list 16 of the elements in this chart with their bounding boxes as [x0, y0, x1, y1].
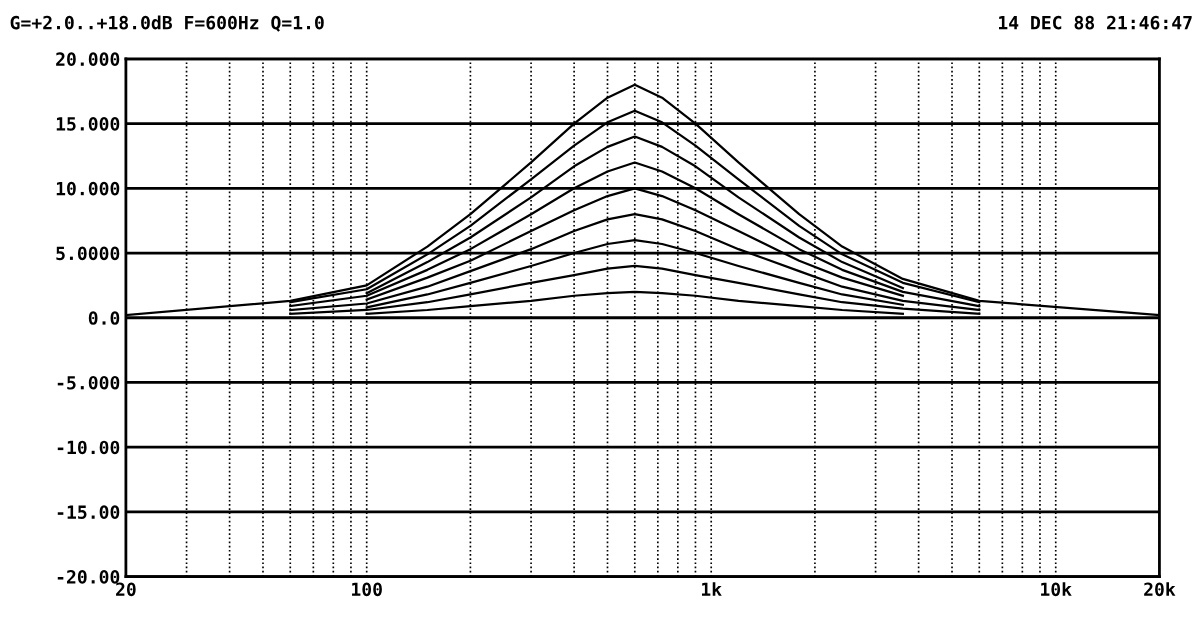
x-tick-label: 100: [352, 582, 382, 597]
text: 14 DEC 88 21:46:47: [999, 15, 1192, 30]
y-tick-label: 20.000: [56, 52, 120, 67]
x-tick-label: 10k: [1041, 582, 1072, 597]
y-tick-label: 0.0: [88, 311, 120, 325]
x-tick-label: 1k: [702, 582, 722, 596]
x-tick-label: 20k: [1144, 582, 1176, 597]
y-tick-label: 5.0000: [56, 246, 120, 261]
chart-title: G=+2.0..+18.0dB F=600Hz Q=1.0: [10, 15, 324, 32]
y-tick-label: 10.000: [56, 181, 120, 196]
x-tick-label: 20: [116, 582, 136, 597]
y-tick-label: -5.000: [57, 375, 120, 390]
y-tick-label: -15.00: [57, 505, 120, 519]
y-tick-label: 15.000: [56, 117, 120, 131]
y-tick-label: -20.00: [57, 570, 120, 584]
y-tick-label: -10.00: [57, 440, 120, 455]
